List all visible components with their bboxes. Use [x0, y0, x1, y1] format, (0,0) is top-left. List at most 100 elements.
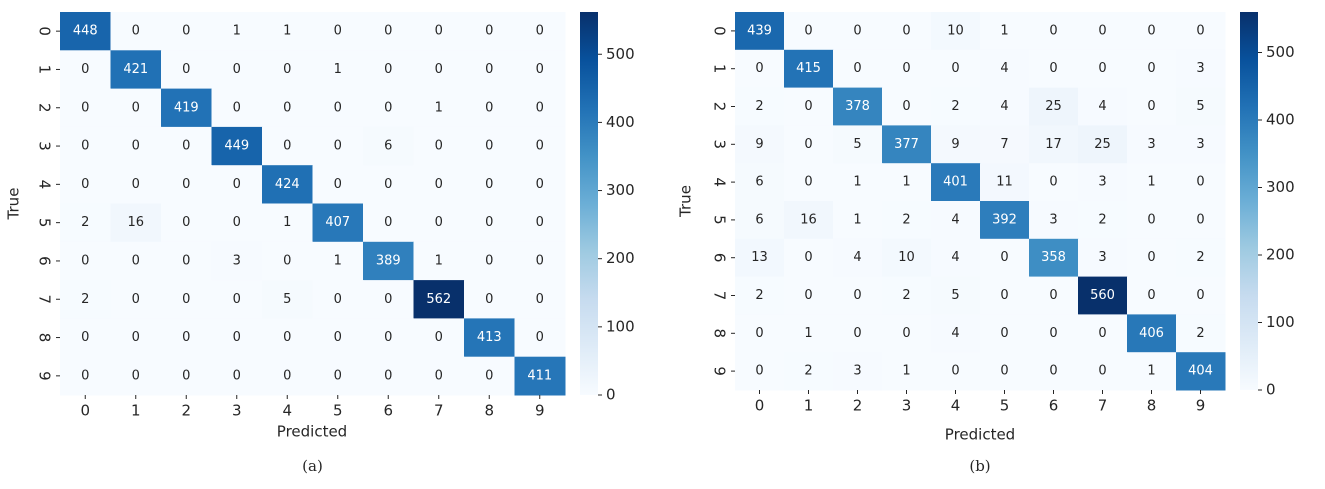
- heatmap-cell: [980, 125, 1030, 164]
- cell-label: 0: [536, 292, 544, 307]
- cell-label: 0: [485, 177, 493, 192]
- heatmap-cell: [363, 203, 414, 243]
- heatmap-cell: [514, 88, 566, 128]
- cell-label: 2: [951, 99, 959, 114]
- cell-label: 0: [1049, 326, 1057, 341]
- x-tick-label: 1: [131, 402, 141, 420]
- x-tick-label: 7: [434, 402, 444, 420]
- cell-label: 16: [800, 212, 817, 227]
- heatmap-cell: [312, 165, 364, 204]
- heatmap-cell: [735, 49, 785, 89]
- heatmap-cell: [1078, 276, 1128, 315]
- cell-label: 0: [1000, 288, 1008, 303]
- heatmap-cell: [1078, 201, 1128, 240]
- cell-label: 17: [1045, 137, 1062, 152]
- heatmap-cell: [312, 50, 364, 90]
- heatmap-cell: [464, 88, 515, 128]
- cell-label: 0: [1098, 61, 1106, 76]
- colorbar-tick-label: 400: [606, 113, 635, 131]
- cell-label: 6: [384, 139, 392, 154]
- heatmap-cell: [1176, 87, 1226, 126]
- heatmap-cell: [882, 125, 932, 164]
- colorbar-tick-label: 400: [1266, 111, 1295, 129]
- cell-label: 0: [132, 253, 140, 268]
- cell-label: 2: [902, 288, 910, 303]
- colorbar-tick-label: 100: [1266, 313, 1295, 331]
- cell-label: 0: [233, 177, 241, 192]
- cell-label: 0: [334, 292, 342, 307]
- cell-label: 7: [1000, 137, 1008, 152]
- heatmap-cell: [211, 165, 263, 204]
- cell-label: 0: [81, 100, 89, 115]
- heatmap-cell: [514, 241, 566, 281]
- heatmap-cell: [110, 241, 162, 281]
- heatmap-cell: [784, 238, 834, 278]
- colorbar-tick-label: 300: [606, 181, 635, 199]
- cell-label: 0: [536, 62, 544, 77]
- heatmap-cell: [833, 201, 883, 240]
- cell-label: 5: [283, 292, 291, 307]
- cell-label: 2: [1098, 212, 1106, 227]
- cell-label: 0: [485, 368, 493, 383]
- heatmap-cell: [735, 163, 785, 202]
- heatmap-cell: [464, 203, 515, 243]
- heatmap-cell: [1127, 12, 1177, 51]
- heatmap-cell: [833, 352, 883, 391]
- cell-label: 0: [804, 175, 812, 190]
- heatmap-cell: [211, 280, 263, 319]
- heatmap-cell: [1127, 163, 1177, 202]
- cell-label: 0: [182, 139, 190, 154]
- cell-label: 0: [283, 100, 291, 115]
- cell-label: 0: [81, 368, 89, 383]
- cell-label: 0: [283, 330, 291, 345]
- heatmap-cell: [931, 12, 981, 51]
- heatmap-cell: [1176, 12, 1226, 51]
- cell-label: 0: [804, 23, 812, 38]
- cell-label: 3: [1147, 137, 1155, 152]
- heatmap-cell: [312, 12, 364, 51]
- heatmap-cell: [312, 88, 364, 128]
- x-tick-label: 1: [804, 397, 814, 415]
- heatmap-cell: [60, 241, 111, 281]
- x-tick-label: 0: [755, 397, 765, 415]
- heatmap-cell: [882, 12, 932, 51]
- cell-label: 0: [81, 62, 89, 77]
- heatmap-cell: [1029, 314, 1079, 353]
- heatmap-cell: [161, 356, 212, 396]
- heatmap-cell: [882, 163, 932, 202]
- cell-label: 0: [485, 215, 493, 230]
- cell-label: 0: [485, 62, 493, 77]
- heatmap-cell: [980, 201, 1030, 240]
- heatmap-cell: [1078, 49, 1128, 89]
- cell-label: 1: [334, 62, 342, 77]
- cell-label: 358: [1041, 250, 1066, 265]
- heatmap-cell: [1176, 314, 1226, 353]
- y-tick-label: 2: [711, 102, 729, 112]
- heatmap-cell: [514, 203, 566, 243]
- cell-label: 0: [755, 61, 763, 76]
- cell-label: 439: [747, 23, 772, 38]
- cell-label: 0: [384, 330, 392, 345]
- cell-label: 421: [123, 62, 148, 77]
- heatmap-cell: [413, 241, 465, 281]
- heatmap-cell: [110, 88, 162, 128]
- cell-label: 1: [902, 175, 910, 190]
- cell-label: 0: [902, 99, 910, 114]
- heatmap-cell: [110, 126, 162, 166]
- heatmap-cell: [882, 87, 932, 126]
- heatmap-cell: [110, 318, 162, 358]
- cell-label: 1: [853, 212, 861, 227]
- cell-label: 0: [283, 253, 291, 268]
- colorbar-tick-label: 500: [606, 45, 635, 63]
- heatmap-cell: [413, 50, 465, 90]
- cell-label: 0: [132, 100, 140, 115]
- cell-label: 411: [527, 368, 552, 383]
- heatmap-cell: [262, 12, 313, 51]
- heatmap-cell: [110, 165, 162, 204]
- heatmap-cell: [1029, 125, 1079, 164]
- cell-label: 0: [804, 288, 812, 303]
- cell-label: 5: [951, 288, 959, 303]
- x-tick-label: 7: [1098, 397, 1108, 415]
- cell-label: 5: [1196, 99, 1204, 114]
- cell-label: 0: [1049, 61, 1057, 76]
